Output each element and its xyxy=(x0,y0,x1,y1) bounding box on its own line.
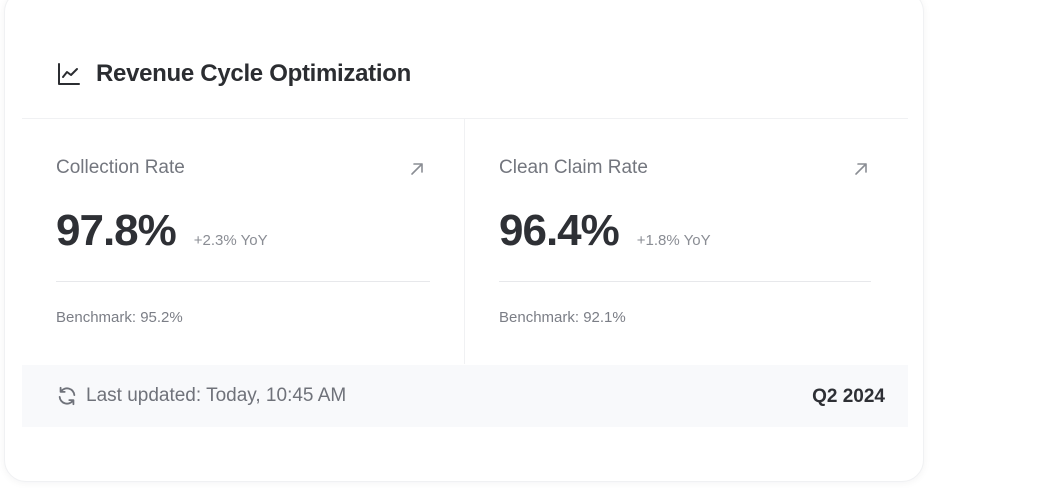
arrow-up-right-icon[interactable] xyxy=(853,161,869,177)
metric-label: Collection Rate xyxy=(56,157,185,178)
metric-panel-collection-rate: Collection Rate 97.8% +2.3% YoY Benchmar… xyxy=(22,119,465,364)
last-updated-text: Last updated: Today, 10:45 AM xyxy=(86,385,347,406)
metric-label: Clean Claim Rate xyxy=(499,157,648,178)
refresh-icon[interactable] xyxy=(56,385,78,407)
metric-change: +1.8% YoY xyxy=(636,232,711,249)
line-chart-icon xyxy=(58,63,80,85)
metric-value-row: 97.8% +2.3% YoY xyxy=(56,209,268,253)
metric-change: +2.3% YoY xyxy=(193,232,268,249)
metric-divider xyxy=(56,281,430,282)
period-label: Q2 2024 xyxy=(812,386,885,407)
card-title: Revenue Cycle Optimization xyxy=(96,60,411,87)
metric-benchmark: Benchmark: 95.2% xyxy=(56,309,183,326)
card-footer: Last updated: Today, 10:45 AM Q2 2024 xyxy=(22,365,908,427)
last-updated: Last updated: Today, 10:45 AM xyxy=(56,385,346,407)
arrow-up-right-icon[interactable] xyxy=(409,161,425,177)
metric-divider xyxy=(499,281,871,282)
metric-value-row: 96.4% +1.8% YoY xyxy=(499,209,711,253)
metric-value: 97.8% xyxy=(56,206,177,255)
card-header: Revenue Cycle Optimization xyxy=(56,60,411,88)
metrics-panels: Collection Rate 97.8% +2.3% YoY Benchmar… xyxy=(22,119,908,364)
metric-benchmark: Benchmark: 92.1% xyxy=(499,309,626,326)
metric-value: 96.4% xyxy=(499,206,620,255)
header-divider xyxy=(22,118,908,119)
metric-panel-clean-claim-rate: Clean Claim Rate 96.4% +1.8% YoY Benchma… xyxy=(465,119,908,364)
